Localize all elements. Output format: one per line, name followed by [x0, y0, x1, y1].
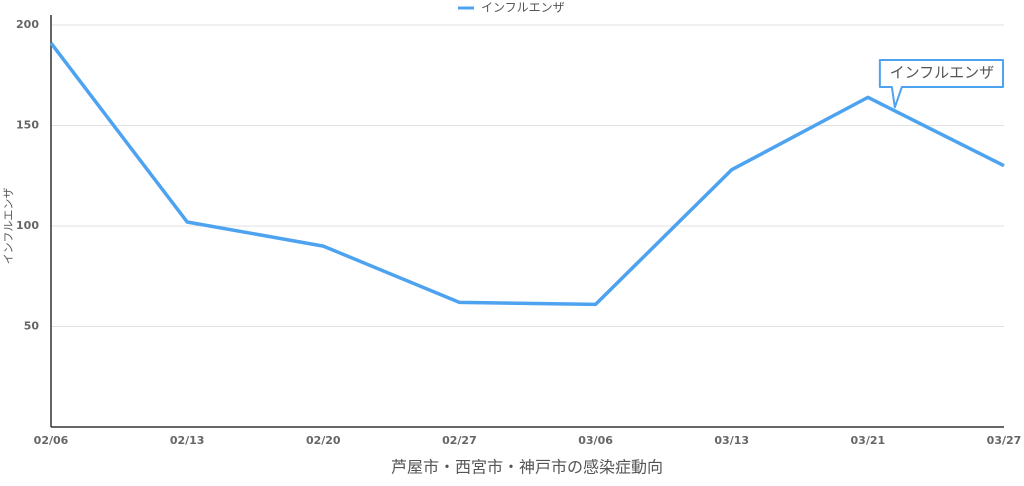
x-tick-label: 02/27: [442, 434, 477, 447]
tooltip: インフルエンザ: [878, 59, 1004, 109]
tooltip-box: [878, 59, 1004, 109]
x-tick-label: 02/20: [306, 434, 341, 447]
x-tick-label: 02/06: [34, 434, 69, 447]
x-axis-label: 芦屋市・西宮市・神戸市の感染症動向: [391, 458, 663, 477]
x-tick-label: 02/13: [170, 434, 205, 447]
tooltip-label: インフルエンザ: [890, 64, 995, 82]
y-tick-label: 50: [24, 320, 40, 333]
legend-label: インフルエンザ: [481, 1, 565, 15]
x-tick-label: 03/13: [714, 434, 749, 447]
x-tick-label: 03/21: [851, 434, 886, 447]
legend: インフルエンザ: [458, 1, 565, 15]
data-line: [49, 42, 1005, 307]
y-axis-label: インフルエンザ: [2, 188, 15, 265]
x-tick-label: 03/27: [987, 434, 1022, 447]
y-tick-label: 200: [16, 18, 39, 31]
y-tick-label: 100: [16, 219, 39, 232]
x-tick-label: 03/06: [578, 434, 613, 447]
y-tick-label: 150: [16, 119, 39, 132]
